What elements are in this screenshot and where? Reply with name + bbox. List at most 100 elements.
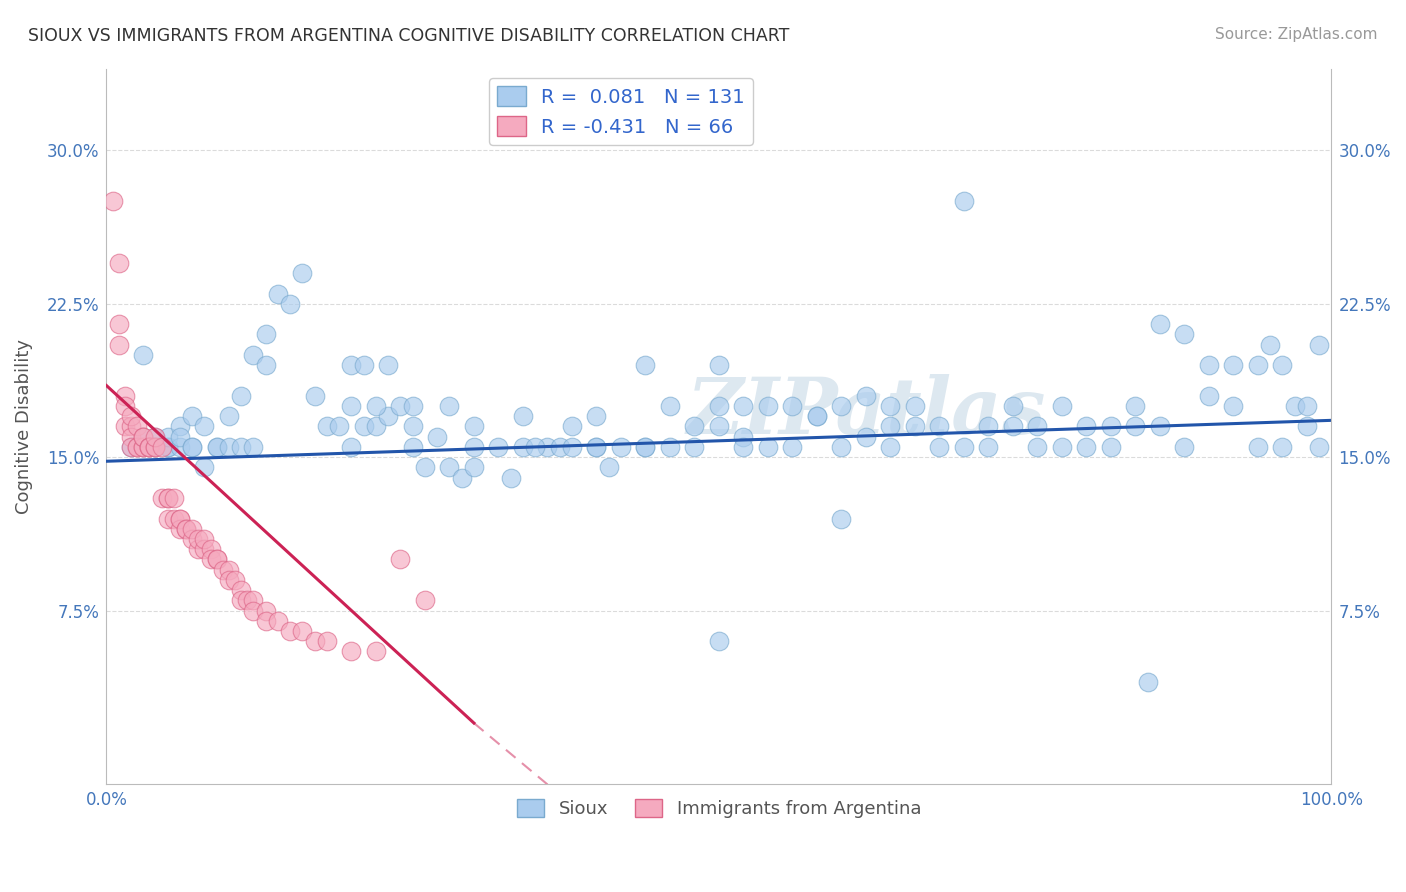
Point [218,440,240,454]
Point [132,430,155,444]
Point [413,460,436,475]
Point [977,419,1000,434]
Point [163,491,186,505]
Point [499,470,522,484]
Point [125,440,148,454]
Text: ZIPatlas: ZIPatlas [686,374,1046,450]
Point [413,593,436,607]
Text: Source: ZipAtlas.com: Source: ZipAtlas.com [1215,27,1378,42]
Point [156,440,179,454]
Point [756,399,779,413]
Point [132,440,155,454]
Point [125,440,148,454]
Point [756,440,779,454]
Point [138,440,160,454]
Point [1076,440,1098,454]
Point [242,348,264,362]
Point [132,348,155,362]
Point [205,552,228,566]
Point [353,358,375,372]
Point [488,440,510,454]
Point [120,440,142,454]
Point [304,634,326,648]
Point [231,389,253,403]
Point [561,440,583,454]
Point [316,419,339,434]
Point [169,440,191,454]
Point [463,419,485,434]
Point [120,440,142,454]
Point [561,419,583,434]
Point [236,593,259,607]
Point [782,399,804,413]
Point [1026,419,1049,434]
Point [181,440,204,454]
Point [658,399,681,413]
Point [1284,399,1306,413]
Point [377,409,399,424]
Point [254,614,277,628]
Point [291,624,314,638]
Point [364,644,387,658]
Point [830,511,852,525]
Point [1099,440,1122,454]
Point [585,409,607,424]
Point [1001,399,1024,413]
Point [524,440,547,454]
Point [1026,440,1049,454]
Point [1125,419,1147,434]
Point [205,440,228,454]
Point [683,419,706,434]
Point [879,399,901,413]
Text: SIOUX VS IMMIGRANTS FROM ARGENTINA COGNITIVE DISABILITY CORRELATION CHART: SIOUX VS IMMIGRANTS FROM ARGENTINA COGNI… [28,27,790,45]
Point [145,430,167,444]
Point [1222,399,1244,413]
Point [156,511,179,525]
Point [879,419,901,434]
Point [224,573,246,587]
Point [1198,389,1220,403]
Point [707,634,730,648]
Point [1258,337,1281,351]
Point [316,634,339,648]
Point [132,440,155,454]
Point [1271,440,1294,454]
Point [977,440,1000,454]
Point [402,440,425,454]
Point [733,430,755,444]
Point [145,440,167,454]
Point [107,256,129,270]
Point [1308,337,1330,351]
Point [364,399,387,413]
Point [1247,440,1270,454]
Point [150,440,173,454]
Point [830,399,852,413]
Point [193,542,215,557]
Point [340,644,363,658]
Point [193,460,215,475]
Point [1050,399,1073,413]
Point [114,389,136,403]
Point [231,593,253,607]
Point [707,419,730,434]
Point [463,460,485,475]
Point [125,419,148,434]
Point [928,419,950,434]
Point [218,563,240,577]
Point [377,358,399,372]
Point [156,440,179,454]
Point [928,440,950,454]
Point [610,440,633,454]
Point [353,419,375,434]
Point [169,430,191,444]
Point [231,583,253,598]
Point [205,440,228,454]
Point [450,470,472,484]
Point [879,440,901,454]
Point [231,440,253,454]
Point [156,430,179,444]
Point [156,491,179,505]
Point [145,440,167,454]
Point [733,440,755,454]
Point [806,409,828,424]
